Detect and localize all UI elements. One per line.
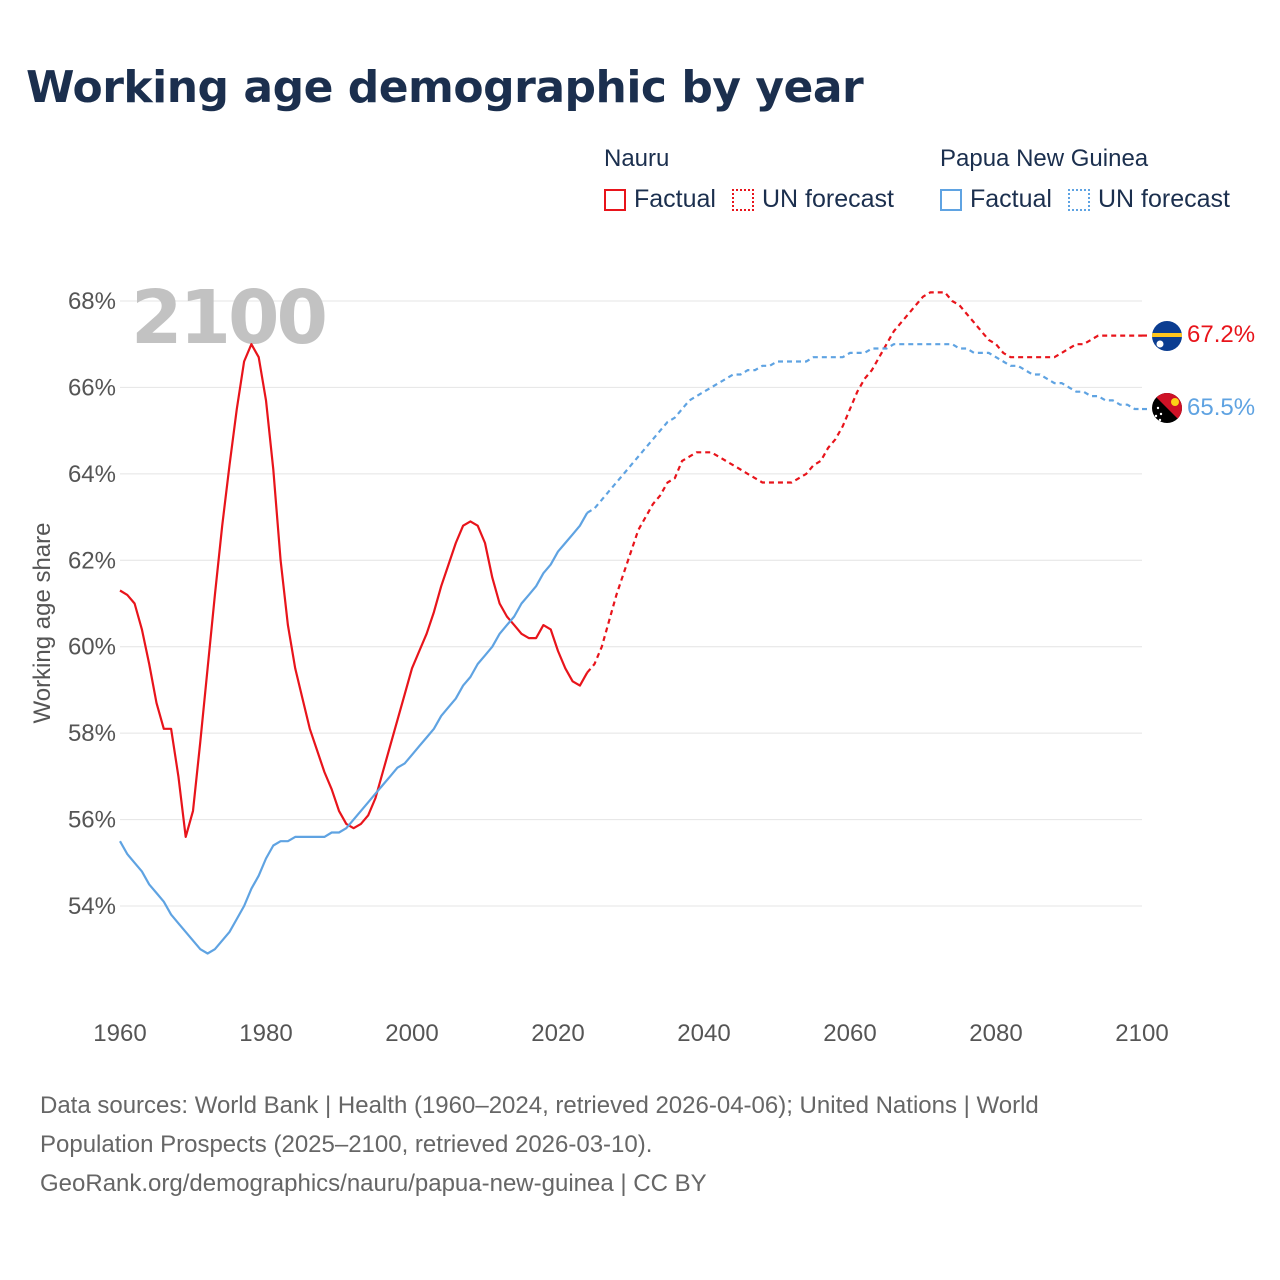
y-tick-label: 54% [68,893,116,920]
legend-swatch-solid-icon [940,188,962,211]
x-tick-label: 2020 [531,1020,584,1047]
x-tick-label: 1960 [93,1020,146,1047]
year-watermark: 2100 [131,275,325,361]
y-tick-label: 58% [68,720,116,747]
series-line-papua-new-guinea-factual [119,512,589,955]
y-tick-label: 66% [68,374,116,401]
x-tick-label: 2000 [385,1020,438,1047]
series-line-nauru-forecast [586,291,1142,674]
legend-group-title: Nauru [604,145,670,172]
legend-item-nauru-factual[interactable]: Factual [604,185,716,214]
footer-line: Data sources: World Bank | Health (1960–… [40,1092,1039,1119]
legend-swatch-solid-icon [604,188,626,211]
legend-label: Factual [970,185,1052,213]
y-tick-label: 56% [68,807,116,834]
y-axis-title: Working age share [29,523,56,724]
nauru-end-label: 67.2% [1187,321,1255,348]
y-tick-label: 60% [68,634,116,661]
chart-title: Working age demographic by year [26,62,864,113]
legend-item-png-factual[interactable]: Factual [940,185,1052,214]
y-tick-label: 64% [68,461,116,488]
x-tick-label: 2100 [1115,1020,1168,1047]
series-lines [119,291,1150,955]
x-axis: 1960 1980 2000 2020 2040 2060 2080 2100 [93,1020,1168,1047]
legend-group-nauru: Nauru Factual UN forecast [604,143,910,214]
y-tick-label: 62% [68,547,116,574]
series-line-nauru-factual [119,343,589,839]
footer-line: Population Prospects (2025–2100, retriev… [40,1131,653,1158]
legend-group-title: Papua New Guinea [940,145,1149,172]
papua-new-guinea-flag-icon [1152,393,1182,423]
x-tick-label: 2080 [969,1020,1022,1047]
legend-label: Factual [634,185,716,213]
legend-swatch-dotted-icon [1067,188,1090,211]
y-axis: 54% 56% 58% 60% 62% 64% 66% 68% [68,288,116,920]
nauru-flag-icon [1152,321,1182,351]
x-tick-label: 2060 [823,1020,876,1047]
footer-source: Data sources: World Bank | Health (1960–… [40,1086,1240,1203]
png-end-label: 65.5% [1187,394,1255,421]
legend-item-nauru-forecast[interactable]: UN forecast [731,185,894,214]
series-line-papua-new-guinea-forecast [586,343,1142,514]
grid-lines [120,300,1142,907]
legend-label: UN forecast [1097,185,1230,213]
legend-label: UN forecast [761,185,894,213]
legend-swatch-dotted-icon [731,188,754,211]
x-tick-label: 2040 [677,1020,730,1047]
y-tick-label: 68% [68,288,116,315]
footer-line: GeoRank.org/demographics/nauru/papua-new… [40,1170,707,1197]
legend-item-png-forecast[interactable]: UN forecast [1067,185,1230,214]
legend-group-papua-new-guinea: Papua New Guinea Factual UN forecast [940,143,1246,214]
x-tick-label: 1980 [239,1020,292,1047]
